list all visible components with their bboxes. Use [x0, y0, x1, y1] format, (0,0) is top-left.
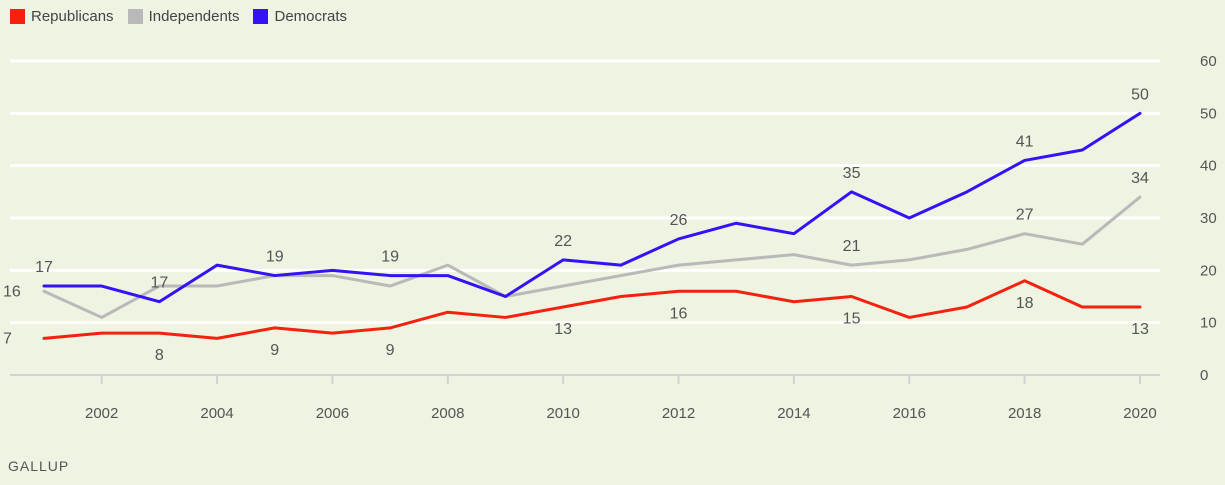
series-line-republicans [42, 279, 1142, 340]
x-tick-label-2020: 2020 [1123, 405, 1156, 422]
y-tick-label-20: 20 [1200, 262, 1217, 279]
x-tick-label-2004: 2004 [200, 405, 233, 422]
data-label-democrats-2005: 19 [266, 249, 284, 266]
data-label-democrats-2012: 26 [670, 212, 688, 229]
data-label-independents-2020: 34 [1131, 170, 1149, 187]
legend: Republicans Independents Democrats [10, 8, 347, 25]
series-line-democrats [42, 111, 1142, 304]
series-line-independents [42, 195, 1142, 319]
y-tick-label-60: 60 [1200, 53, 1217, 70]
data-label-democrats-2010: 22 [554, 233, 572, 250]
x-tick-label-2012: 2012 [662, 405, 695, 422]
data-label-independents-2015: 21 [843, 238, 861, 255]
data-label-republicans-2001: 7 [3, 330, 12, 347]
data-label-democrats-2020: 50 [1131, 86, 1149, 103]
x-tick-label-2008: 2008 [431, 405, 464, 422]
x-tick-label-2006: 2006 [316, 405, 349, 422]
legend-swatch-independents [127, 9, 143, 24]
data-label-democrats-2001: 17 [35, 259, 53, 276]
y-tick-label-50: 50 [1200, 105, 1217, 122]
x-tick-label-2014: 2014 [777, 405, 810, 422]
x-tick-label-2002: 2002 [85, 405, 118, 422]
y-tick-label-30: 30 [1200, 210, 1217, 227]
data-label-independents-2018: 27 [1016, 207, 1034, 224]
legend-swatch-democrats [253, 9, 269, 24]
legend-label-democrats: Democrats [274, 8, 348, 25]
legend-label-independents: Independents [148, 8, 240, 25]
data-label-democrats-2018: 41 [1016, 133, 1034, 150]
source-label: GALLUP [8, 458, 70, 474]
data-label-republicans-2015: 15 [843, 311, 861, 328]
data-label-republicans-2010: 13 [554, 321, 572, 338]
x-tick-label-2018: 2018 [1008, 405, 1041, 422]
y-tick-label-0: 0 [1200, 367, 1208, 384]
data-label-republicans-2003: 8 [155, 347, 164, 364]
legend-label-republicans: Republicans [31, 8, 114, 25]
data-label-democrats-2007: 19 [381, 249, 399, 266]
legend-item-independents[interactable]: Independents [127, 8, 240, 25]
data-label-republicans-2018: 18 [1016, 295, 1034, 312]
x-tick-label-2010: 2010 [546, 405, 579, 422]
legend-item-republicans[interactable]: Republicans [10, 8, 114, 25]
legend-swatch-republicans [10, 9, 25, 24]
data-label-independents-2001: 16 [3, 283, 21, 300]
x-tick-label-2016: 2016 [893, 405, 926, 422]
data-label-republicans-2007: 9 [386, 342, 395, 359]
data-label-democrats-2015: 35 [843, 165, 861, 182]
data-label-republicans-2005: 9 [270, 342, 279, 359]
legend-item-democrats[interactable]: Democrats [253, 8, 347, 25]
data-label-democrats-2003: 17 [150, 275, 168, 292]
data-label-republicans-2020: 13 [1131, 321, 1149, 338]
y-tick-label-40: 40 [1200, 158, 1217, 175]
data-label-republicans-2012: 16 [670, 305, 688, 322]
y-tick-label-10: 10 [1200, 315, 1217, 332]
